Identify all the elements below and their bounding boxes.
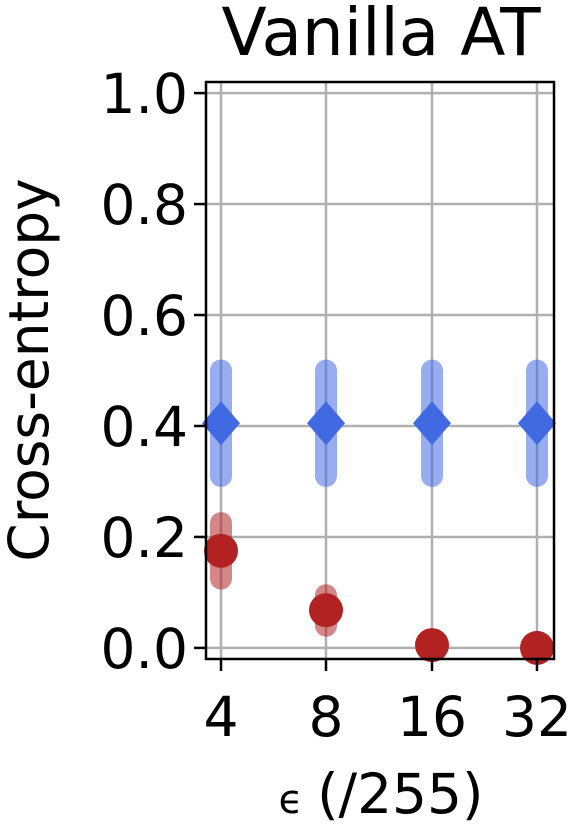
data-point-circle [309, 593, 343, 628]
chart-title: Vanilla AT [221, 0, 541, 71]
x-tick-label: 32 [502, 685, 572, 749]
data-point-circle [204, 533, 238, 568]
epsilon-symbol: ϵ [278, 777, 303, 823]
y-tick-label: 0.6 [101, 284, 188, 348]
grid [206, 82, 554, 659]
y-axis-label: Cross-entropy [0, 178, 61, 561]
data-point-circle [520, 630, 554, 665]
y-tick-label: 0.4 [101, 395, 188, 459]
y-tick-label: 0.2 [101, 506, 188, 570]
data-point-diamond [202, 401, 240, 446]
y-tick-label: 0.8 [101, 173, 188, 237]
x-axis-label: ϵ (/255) [278, 762, 483, 825]
x-tick-label: 16 [397, 685, 467, 749]
x-tick-label: 4 [204, 685, 239, 749]
series-diamond [202, 359, 556, 487]
x-axis-unit: (/255) [317, 762, 483, 825]
data-point-diamond [307, 401, 345, 446]
data-point-circle [415, 628, 449, 663]
data-layer [202, 359, 556, 665]
x-tick-label: 8 [309, 685, 344, 749]
y-tick-label: 1.0 [101, 62, 188, 126]
ticks: 4 8 16 32 0.0 0.2 0.4 0.6 0.8 1.0 [101, 62, 572, 749]
plot-frame [204, 80, 556, 661]
y-tick-label: 0.0 [101, 617, 188, 681]
series-circle [204, 512, 554, 665]
data-point-diamond [413, 401, 451, 446]
data-point-diamond [518, 401, 556, 446]
